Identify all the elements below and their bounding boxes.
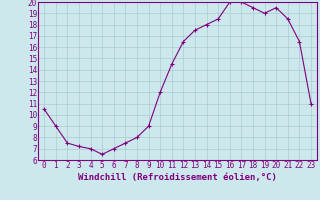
X-axis label: Windchill (Refroidissement éolien,°C): Windchill (Refroidissement éolien,°C) [78, 173, 277, 182]
